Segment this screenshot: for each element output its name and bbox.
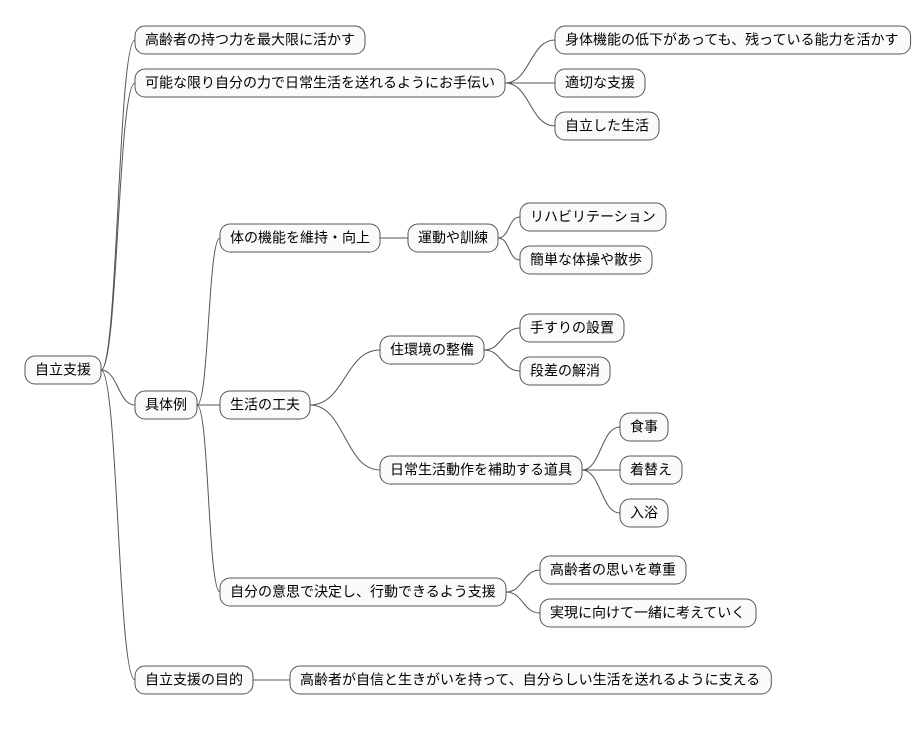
node-n3a1: 運動や訓練: [408, 224, 498, 252]
node-label: 体の機能を維持・向上: [230, 230, 370, 246]
edge-root-n2: [101, 83, 135, 370]
edge-n3a1-n3a1b: [498, 238, 520, 260]
node-label: 段差の解消: [530, 363, 600, 379]
node-label: 可能な限り自分の力で日常生活を送れるようにお手伝い: [145, 75, 495, 91]
node-label: 住環境の整備: [390, 342, 474, 358]
edge-n3c-n3c2: [506, 592, 540, 613]
node-label: 自立支援の目的: [145, 672, 243, 688]
node-n2b: 適切な支援: [555, 69, 645, 97]
mindmap-canvas: 自立支援 高齢者の持つ力を最大限に活かす可能な限り自分の力で日常生活を送れるように…: [0, 0, 922, 752]
node-label: 自立支援: [35, 362, 91, 378]
node-label: 着替え: [630, 462, 672, 478]
edge-n3c-n3c1: [506, 570, 540, 592]
node-n3a: 体の機能を維持・向上: [220, 224, 380, 252]
node-label: リハビリテーション: [530, 209, 656, 225]
node-label: 身体機能の低下があっても、残っている能力を活かす: [565, 32, 898, 48]
node-n4a: 高齢者が自信と生きがいを持って、自分らしい生活を送れるように支える: [290, 666, 771, 694]
node-label: 運動や訓練: [418, 230, 488, 246]
node-n3b1a: 手すりの設置: [520, 314, 624, 342]
node-label: 高齢者の持つ力を最大限に活かす: [145, 32, 355, 48]
edge-n3-n3a: [197, 238, 220, 405]
edge-root-n1: [101, 40, 135, 370]
edge-n3a1-n3a1a: [498, 217, 520, 238]
node-n2a: 身体機能の低下があっても、残っている能力を活かす: [555, 26, 911, 54]
node-n3b1: 住環境の整備: [380, 336, 484, 364]
node-n3b1b: 段差の解消: [520, 357, 610, 385]
edge-n3-n3c: [197, 405, 220, 592]
node-label: 日常生活動作を補助する道具: [390, 462, 572, 478]
node-n3b2: 日常生活動作を補助する道具: [380, 456, 582, 484]
node-n1: 高齢者の持つ力を最大限に活かす: [135, 26, 365, 54]
node-n3: 具体例: [135, 391, 197, 419]
edge-root-n3: [101, 370, 135, 405]
node-label: 入浴: [630, 505, 658, 521]
node-layer: 自立支援 高齢者の持つ力を最大限に活かす可能な限り自分の力で日常生活を送れるように…: [25, 26, 911, 694]
node-label: 簡単な体操や散歩: [530, 252, 642, 268]
node-label: 手すりの設置: [530, 320, 614, 336]
node-label: 高齢者が自信と生きがいを持って、自分らしい生活を送れるように支える: [300, 672, 760, 688]
node-label: 高齢者の思いを尊重: [550, 562, 676, 578]
node-n3b2a: 食事: [620, 413, 668, 441]
edge-n3b-n3b2: [310, 405, 380, 470]
node-n3b: 生活の工夫: [220, 391, 310, 419]
node-label: 食事: [630, 419, 658, 435]
node-label: 実現に向けて一緒に考えていく: [550, 605, 745, 621]
edge-n3b-n3b1: [310, 350, 380, 405]
edge-root-n4: [101, 370, 135, 680]
node-n3c1: 高齢者の思いを尊重: [540, 556, 686, 584]
node-n3b2b: 着替え: [620, 456, 682, 484]
edge-n3b2-n3b2c: [582, 470, 620, 513]
node-n4: 自立支援の目的: [135, 666, 253, 694]
node-n3a1a: リハビリテーション: [520, 203, 666, 231]
node-n3b2c: 入浴: [620, 499, 668, 527]
edge-n2-n2c: [505, 83, 555, 126]
edge-n3b2-n3b2a: [582, 427, 620, 470]
node-label: 具体例: [145, 397, 187, 413]
node-label: 自分の意思で決定し、行動できるよう支援: [230, 584, 496, 600]
node-label: 生活の工夫: [230, 397, 300, 413]
edge-n3b1-n3b1b: [484, 350, 520, 371]
edge-n2-n2a: [505, 40, 555, 83]
node-n3c2: 実現に向けて一緒に考えていく: [540, 599, 756, 627]
node-label: 自立した生活: [565, 118, 649, 134]
node-root: 自立支援: [25, 356, 101, 384]
node-n2: 可能な限り自分の力で日常生活を送れるようにお手伝い: [135, 69, 505, 97]
edge-n3b1-n3b1a: [484, 328, 520, 350]
node-n3c: 自分の意思で決定し、行動できるよう支援: [220, 578, 506, 606]
node-label: 適切な支援: [565, 75, 635, 91]
node-n2c: 自立した生活: [555, 112, 659, 140]
node-n3a1b: 簡単な体操や散歩: [520, 246, 652, 274]
